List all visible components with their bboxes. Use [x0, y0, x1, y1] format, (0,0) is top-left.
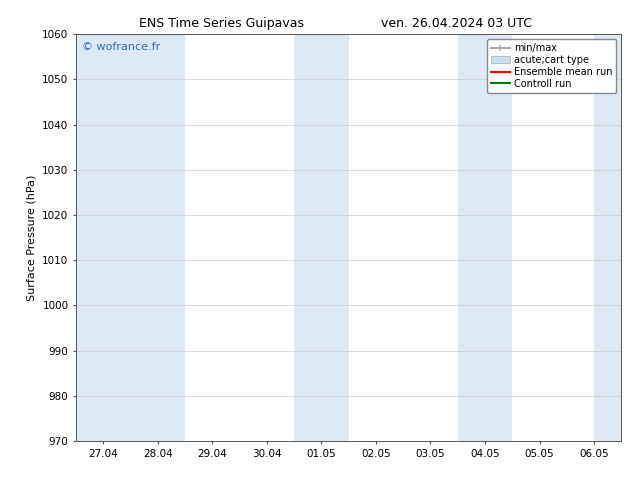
Bar: [458, 34, 512, 441]
Text: ven. 26.04.2024 03 UTC: ven. 26.04.2024 03 UTC: [381, 17, 532, 30]
Text: ENS Time Series Guipavas: ENS Time Series Guipavas: [139, 17, 304, 30]
Bar: [294, 34, 349, 441]
Text: © wofrance.fr: © wofrance.fr: [82, 43, 160, 52]
Bar: [76, 34, 185, 441]
Y-axis label: Surface Pressure (hPa): Surface Pressure (hPa): [27, 174, 37, 301]
Legend: min/max, acute;cart type, Ensemble mean run, Controll run: min/max, acute;cart type, Ensemble mean …: [487, 39, 616, 93]
Bar: [594, 34, 621, 441]
